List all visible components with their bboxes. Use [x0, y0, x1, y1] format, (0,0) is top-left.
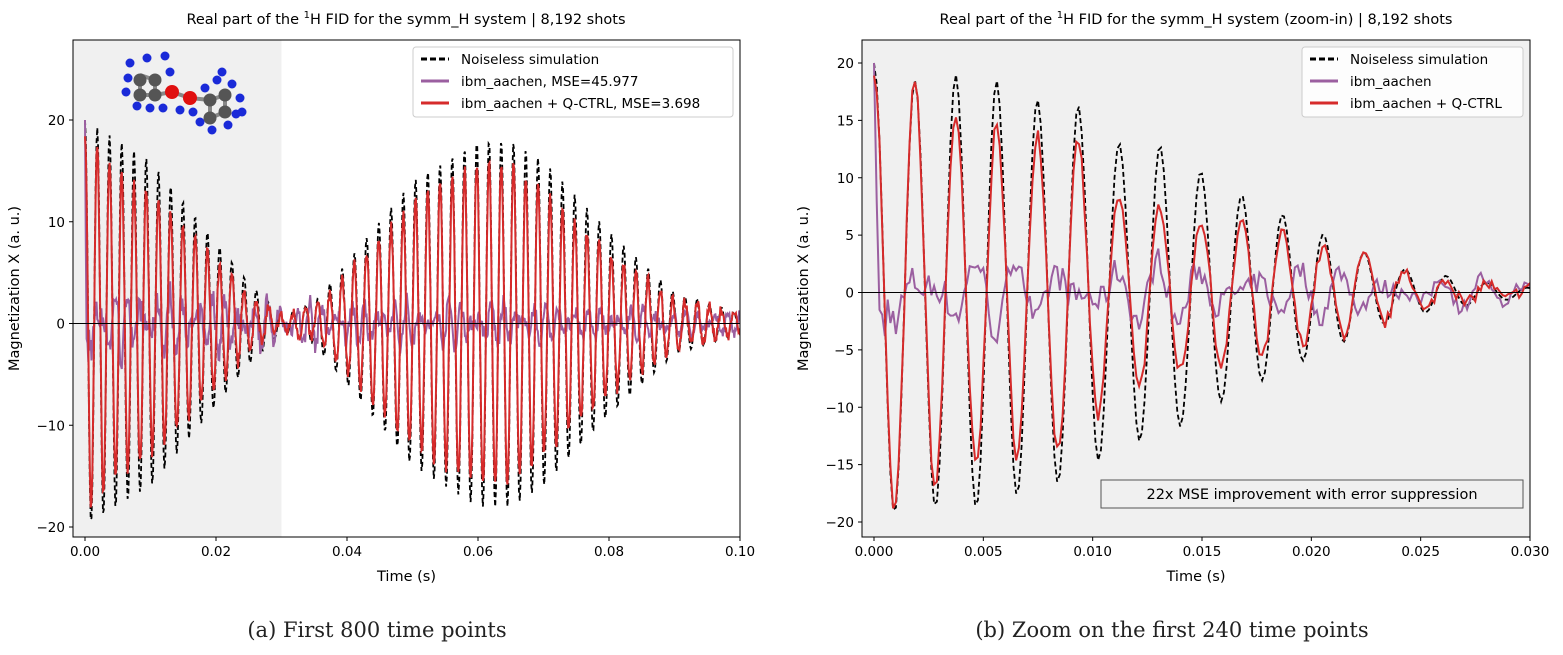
legend-label: ibm_aachen, MSE=45.977: [461, 74, 638, 90]
y-tick-label: 20: [48, 113, 65, 129]
hydrogen-atom: [200, 83, 210, 93]
x-tick-label: 0.06: [463, 544, 493, 560]
chart-b: Real part of the 1H FID for the symm_H s…: [796, 10, 1549, 585]
y-tick-label: −15: [826, 458, 855, 474]
y-tick-label: −20: [826, 515, 855, 531]
hydrogen-atom: [217, 67, 227, 77]
x-tick-label: 0.020: [1292, 544, 1331, 560]
carbon-atom: [218, 105, 232, 119]
legend-box: [1301, 46, 1524, 118]
hydrogen-atom: [188, 107, 198, 117]
hydrogen-atom: [158, 103, 168, 113]
carbon-atom: [203, 111, 217, 125]
hydrogen-atom: [195, 117, 205, 127]
hydrogen-atom: [160, 51, 170, 61]
x-tick-label: 0.005: [964, 544, 1003, 560]
chart-a: Real part of the 1H FID for the symm_H s…: [7, 10, 755, 585]
carbon-atom: [133, 73, 147, 87]
hydrogen-atom: [142, 53, 152, 63]
series-line-qctrl: [873, 75, 1530, 509]
x-axis-label: Time (s): [376, 569, 436, 585]
legend: Noiseless simulation ibm_aachen, MSE=45.9…: [412, 46, 734, 118]
y-tick-label: −10: [826, 400, 855, 416]
legend-label: Noiseless simulation: [461, 52, 599, 68]
hydrogen-atom: [123, 73, 133, 83]
legend-label: Noiseless simulation: [1350, 52, 1488, 68]
hydrogen-atom: [121, 87, 131, 97]
axes-frame: [72, 39, 741, 538]
y-axis-label: Magnetization X (a. u.): [7, 206, 23, 371]
x-tick-label: 0.08: [594, 544, 624, 560]
x-tick-label: 0.04: [332, 544, 362, 560]
hydrogen-atom: [145, 103, 155, 113]
annotation-text: 22x MSE improvement with error suppressi…: [1146, 487, 1477, 503]
hydrogen-atom: [235, 93, 245, 103]
series-line-qctrl: [84, 136, 740, 508]
legend-box: [412, 46, 734, 118]
axes-frame: [861, 39, 1531, 538]
y-tick-label: −10: [37, 418, 66, 434]
plot-background: [862, 40, 1530, 537]
legend: Noiseless simulation ibm_aachen ibm_aachen…: [1301, 46, 1524, 118]
carbon-atom: [203, 93, 217, 107]
chart-title: Real part of the 1H FID for the symm_H s…: [940, 10, 1453, 28]
caption-a: (a) First 800 time points: [247, 618, 506, 642]
annotation-box: [1100, 479, 1524, 509]
x-tick-label: 0.10: [725, 544, 755, 560]
series-line-noiseless: [873, 62, 1530, 512]
y-tick-label: −20: [37, 520, 66, 536]
carbon-atom: [133, 88, 147, 102]
y-tick-label: 10: [837, 171, 854, 187]
legend-label: ibm_aachen: [1350, 74, 1432, 90]
hydrogen-atom: [125, 58, 135, 68]
chart-title: Real part of the 1H FID for the symm_H s…: [186, 10, 625, 28]
caption-b: (b) Zoom on the first 240 time points: [975, 618, 1368, 642]
y-tick-label: 15: [837, 113, 854, 129]
y-tick-label: 20: [837, 56, 854, 72]
y-axis-label: Magnetization X (a. u.): [796, 206, 812, 371]
oxygen-atom: [165, 85, 179, 99]
hydrogen-atom: [223, 120, 233, 130]
legend-label: ibm_aachen + Q-CTRL: [1350, 96, 1502, 112]
hydrogen-atom: [207, 125, 217, 135]
carbon-atom: [148, 73, 162, 87]
y-tick-label: 5: [845, 228, 854, 244]
hydrogen-atom: [165, 67, 175, 77]
x-tick-label: 0.000: [855, 544, 894, 560]
y-tick-label: 0: [845, 286, 854, 302]
hydrogen-atom: [175, 105, 185, 115]
x-axis-label: Time (s): [1166, 569, 1226, 585]
oxygen-atom: [183, 91, 197, 105]
hydrogen-atom: [227, 79, 237, 89]
x-tick-label: 0.02: [201, 544, 231, 560]
hydrogen-atom: [212, 75, 222, 85]
x-tick-label: 0.00: [70, 544, 100, 560]
carbon-atom: [218, 88, 232, 102]
x-tick-label: 0.010: [1073, 544, 1112, 560]
x-tick-label: 0.025: [1401, 544, 1440, 560]
hydrogen-atom: [237, 107, 247, 117]
x-tick-label: 0.030: [1511, 544, 1550, 560]
y-tick-label: 10: [48, 215, 65, 231]
x-tick-label: 0.015: [1183, 544, 1222, 560]
molecule-image: [121, 51, 247, 135]
legend-label: ibm_aachen + Q-CTRL, MSE=3.698: [461, 96, 700, 112]
y-tick-label: 0: [56, 317, 65, 333]
carbon-atom: [148, 88, 162, 102]
hydrogen-atom: [132, 101, 142, 111]
y-tick-label: −5: [834, 343, 854, 359]
